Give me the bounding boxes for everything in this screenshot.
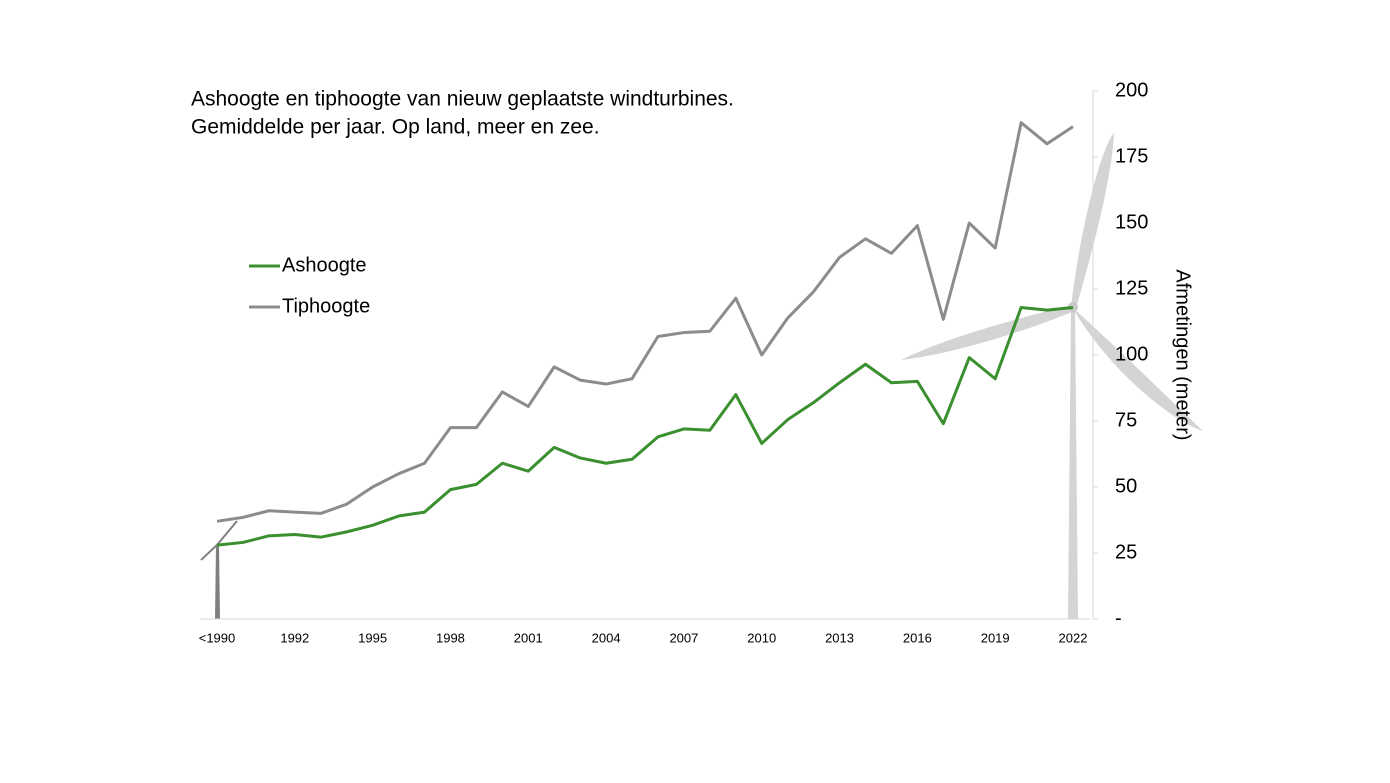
x-tick-label: 1995 xyxy=(358,630,387,645)
x-tick-label: 2022 xyxy=(1059,630,1088,645)
x-tick-label: 2016 xyxy=(903,630,932,645)
x-tick-label: 1992 xyxy=(280,630,309,645)
y-tick-label: 75 xyxy=(1115,409,1137,431)
chart-title: Ashoogte en tiphoogte van nieuw geplaats… xyxy=(191,88,734,111)
legend-label: Ashoogte xyxy=(282,254,367,276)
turbine-decoration xyxy=(200,133,1203,619)
y-tick-label: 200 xyxy=(1115,79,1148,101)
y-tick-label: - xyxy=(1115,607,1122,629)
turbine-blade xyxy=(901,305,1074,360)
x-tick-label: <1990 xyxy=(199,630,236,645)
turbine-tower xyxy=(1068,307,1078,619)
x-tick-label: 2019 xyxy=(981,630,1010,645)
small-turbine-tower xyxy=(215,545,220,619)
x-tick-label: 2004 xyxy=(592,630,621,645)
line xyxy=(216,121,1074,523)
turbine-hub xyxy=(1068,302,1078,312)
x-tick-label: 2010 xyxy=(747,630,776,645)
legend-label: Tiphoogte xyxy=(282,295,370,317)
y-tick-label: 150 xyxy=(1115,211,1148,233)
x-tick-label: 2007 xyxy=(669,630,698,645)
turbine-blade xyxy=(1073,308,1203,431)
x-tick-label: 1998 xyxy=(436,630,465,645)
x-tick-label: 2013 xyxy=(825,630,854,645)
y-axis-label: Afmetingen (meter) xyxy=(1172,269,1194,440)
y-tick-label: 125 xyxy=(1115,277,1148,299)
y-tick-label: 50 xyxy=(1115,475,1137,497)
x-tick-label: 2001 xyxy=(514,630,543,645)
y-tick-label: 175 xyxy=(1115,145,1148,167)
y-tick-label: 100 xyxy=(1115,343,1148,365)
y-tick-label: 25 xyxy=(1115,541,1137,563)
line xyxy=(216,305,1074,547)
chart-subtitle: Gemiddelde per jaar. Op land, meer en ze… xyxy=(191,116,600,139)
